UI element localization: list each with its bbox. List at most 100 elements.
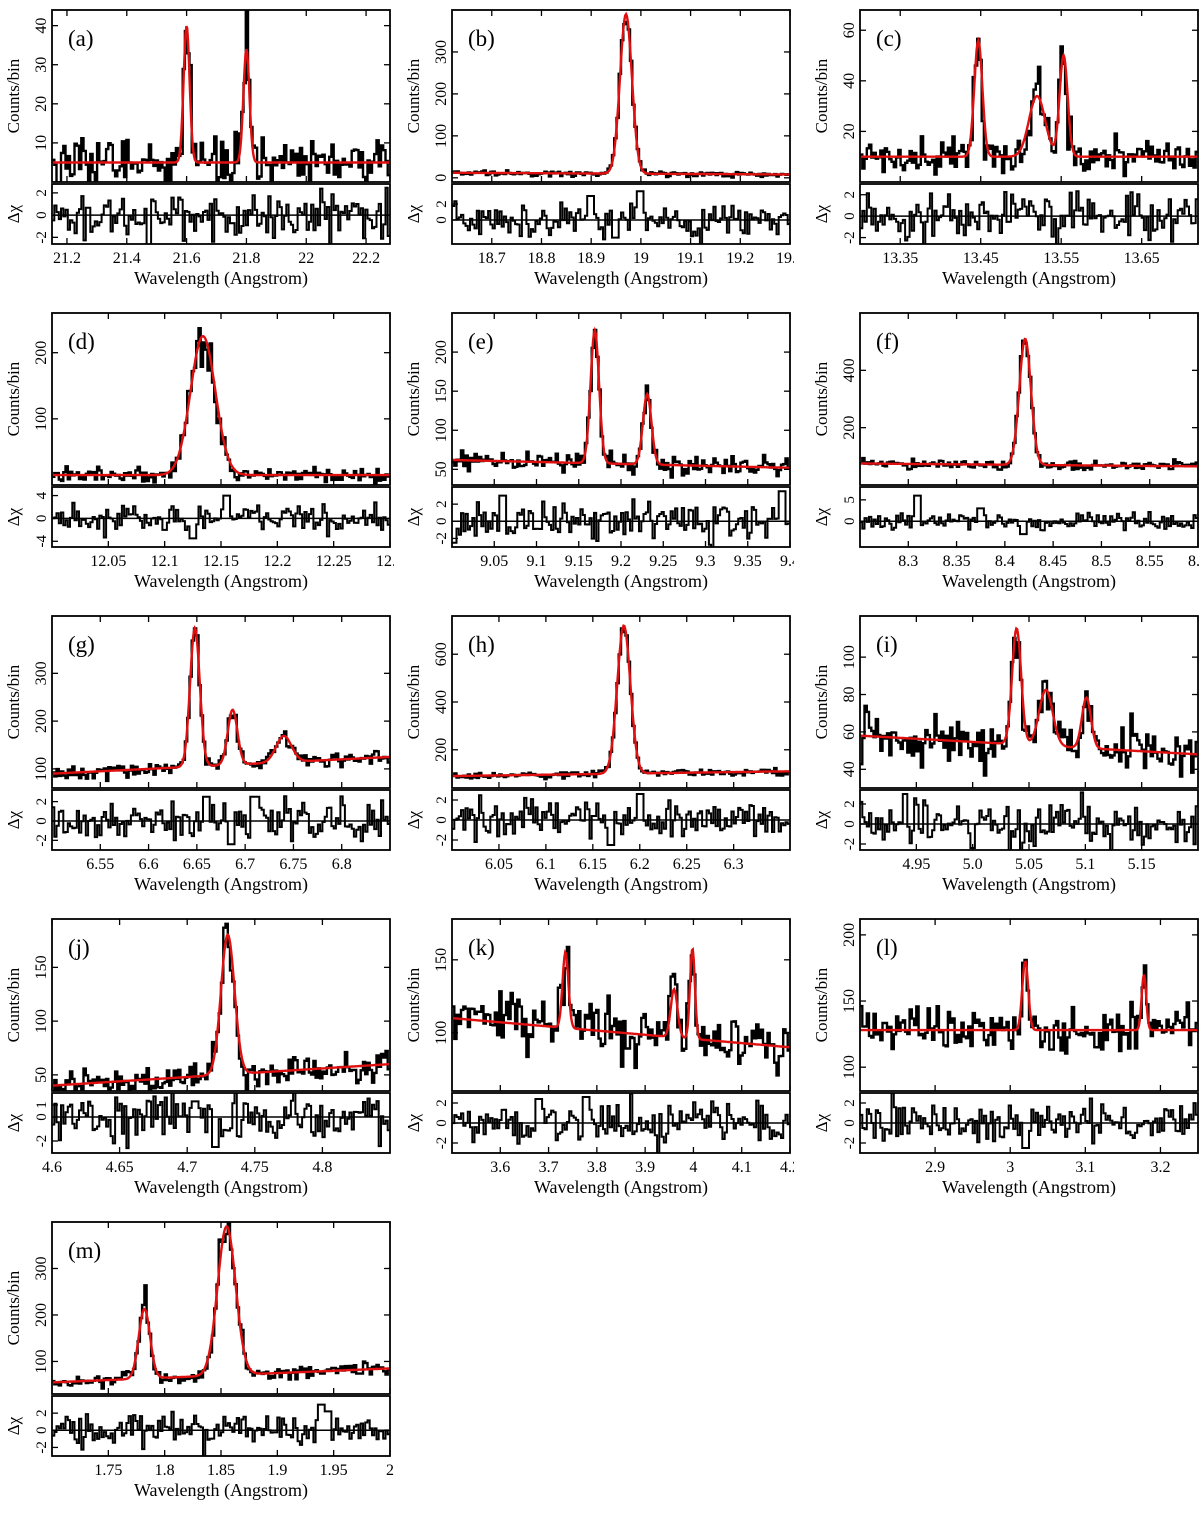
residual-tick-label: 4	[34, 491, 50, 499]
x-tick-label: 6.05	[485, 856, 513, 873]
x-tick-label: 21.4	[113, 250, 141, 267]
residual-tick-label: 2	[34, 189, 50, 197]
x-tick-label: 18.8	[527, 250, 555, 267]
x-axis-label: Wavelength (Angstrom)	[134, 874, 308, 895]
residual-histogram-line	[452, 793, 790, 846]
x-axis-label: Wavelength (Angstrom)	[134, 1177, 308, 1198]
main-plot-frame	[451, 9, 791, 183]
y-tick-label: 20	[841, 123, 858, 139]
x-tick-label: 1.85	[207, 1462, 235, 1479]
y-axis-label: Counts/bin	[4, 361, 23, 436]
y-tick-label: 150	[33, 955, 50, 979]
residual-tick-label: 2	[34, 798, 50, 806]
residual-tick-label: -4	[34, 535, 50, 548]
main-plot-frame	[51, 918, 391, 1092]
spectrum-chart: (m) 1.75 1.8 1.85 1.9 1.95 2 100 200 300 -2 0 2 Count…	[4, 1221, 394, 1501]
y-tick-label: 40	[841, 761, 858, 777]
residual-axis-label: Δχ	[4, 810, 23, 829]
residual-plot-frame	[51, 1395, 391, 1457]
residual-axis-label: Δχ	[4, 204, 23, 223]
panel-label: (e)	[468, 329, 494, 354]
panel-label: (h)	[468, 632, 495, 657]
model-fit-line	[860, 36, 1198, 158]
spectrum-chart: (j) 4.6 4.65 4.7 4.75 4.8 50 100 150 -2 0 1 Counts/b…	[4, 918, 391, 1198]
spectrum-panel: (g) 6.55 6.6 6.65 6.7 6.75 6.8 100 200 300 -2 0 2 Cou…	[2, 608, 394, 910]
residual-tick-label: 2	[842, 191, 858, 199]
residual-tick-label: 0	[434, 216, 450, 224]
x-axis-label: Wavelength (Angstrom)	[134, 571, 308, 592]
x-tick-label: 6.15	[579, 856, 607, 873]
residual-tick-label: 2	[34, 1409, 50, 1417]
x-tick-label: 3	[1006, 1159, 1014, 1176]
spectrum-panel: (f) 8.3 8.35 8.4 8.45 8.5 8.55 8.6 200 400 0 5 Count…	[810, 305, 1200, 607]
y-tick-label: 200	[433, 82, 450, 106]
y-tick-label: 100	[33, 757, 50, 781]
x-axis-label: Wavelength (Angstrom)	[534, 268, 708, 289]
residual-tick-label: -2	[434, 834, 450, 847]
y-tick-label: 100	[433, 1021, 450, 1045]
y-tick-label: 100	[33, 407, 50, 431]
x-tick-label: 3.1	[1075, 1159, 1095, 1176]
residual-tick-label: 0	[434, 518, 450, 526]
spectrum-chart: (c) 13.35 13.45 13.55 13.65 20 40 60 -2 0 2 Counts/…	[812, 9, 1199, 289]
residual-histogram-line	[860, 494, 1198, 536]
model-fit-line	[52, 1225, 390, 1384]
y-tick-label: 50	[433, 461, 450, 477]
x-tick-label: 1.75	[94, 1462, 122, 1479]
y-tick-label: 0	[433, 174, 450, 182]
spectrum-chart: (l) 2.9 3 3.1 3.2 100 150 200 -2 0 2 Counts/bin Δχ Wa…	[812, 918, 1199, 1198]
spectrum-panel: (j) 4.6 4.65 4.7 4.75 4.8 50 100 150 -2 0 1 Counts/b…	[2, 911, 394, 1213]
x-tick-label: 19.2	[726, 250, 754, 267]
residual-histogram-line	[860, 190, 1198, 244]
y-tick-label: 600	[433, 642, 450, 666]
x-axis-label: Wavelength (Angstrom)	[534, 1177, 708, 1198]
x-tick-label: 21.8	[232, 250, 260, 267]
y-tick-label: 400	[433, 690, 450, 714]
x-tick-label: 4.8	[312, 1159, 332, 1176]
y-tick-label: 100	[433, 418, 450, 442]
residual-plot-frame	[859, 486, 1199, 548]
x-tick-label: 21.6	[173, 250, 201, 267]
x-axis-label: Wavelength (Angstrom)	[942, 571, 1116, 592]
spectrum-chart: (i) 4.95 5.0 5.05 5.1 5.15 40 60 80 100 -2 0 2 Counts…	[812, 615, 1199, 895]
y-tick-label: 300	[33, 1256, 50, 1280]
residual-histogram-line	[860, 1093, 1198, 1149]
data-histogram-line	[52, 10, 390, 182]
x-tick-label: 4.95	[902, 856, 930, 873]
y-axis-label: Counts/bin	[4, 967, 23, 1042]
spectrum-chart: (h) 6.05 6.1 6.15 6.2 6.25 6.3 200 400 600 -2 0 2 Cou…	[404, 615, 791, 895]
residual-plot-frame	[451, 183, 791, 245]
residual-histogram-line	[52, 1403, 390, 1456]
x-tick-label: 19.3	[776, 250, 794, 267]
model-fit-line	[860, 960, 1198, 1032]
main-plot-frame	[859, 918, 1199, 1092]
residual-tick-label: -2	[842, 231, 858, 244]
spectrum-panel: (l) 2.9 3 3.1 3.2 100 150 200 -2 0 2 Counts/bin Δχ Wa…	[810, 911, 1200, 1213]
y-tick-label: 100	[841, 1055, 858, 1079]
residual-histogram-line	[52, 494, 390, 540]
y-axis-label: Counts/bin	[812, 967, 831, 1042]
y-tick-label: 200	[433, 738, 450, 762]
x-tick-label: 9.25	[649, 553, 677, 570]
y-axis-label: Counts/bin	[4, 664, 23, 739]
x-tick-label: 4.2	[780, 1159, 794, 1176]
x-tick-label: 6.65	[183, 856, 211, 873]
x-tick-label: 6.8	[332, 856, 352, 873]
x-tick-label: 12.25	[316, 553, 352, 570]
spectrum-chart: (d) 12.05 12.1 12.15 12.2 12.25 12.3 100 200 -4 0 4…	[4, 312, 394, 592]
y-tick-label: 50	[33, 1067, 50, 1083]
y-tick-label: 200	[433, 340, 450, 364]
panel-label: (k)	[468, 935, 495, 960]
y-axis-label: Counts/bin	[404, 664, 423, 739]
x-axis-label: Wavelength (Angstrom)	[942, 268, 1116, 289]
panel-label: (l)	[876, 935, 898, 960]
x-tick-label: 1.9	[267, 1462, 287, 1479]
x-tick-label: 13.65	[1124, 250, 1160, 267]
x-tick-label: 12.3	[376, 553, 394, 570]
y-tick-label: 100	[433, 124, 450, 148]
residual-tick-label: 0	[34, 211, 50, 219]
main-plot-frame	[859, 9, 1199, 183]
x-tick-label: 8.55	[1136, 553, 1164, 570]
residual-tick-label: 1	[34, 1101, 50, 1109]
data-histogram-line	[52, 1222, 390, 1390]
